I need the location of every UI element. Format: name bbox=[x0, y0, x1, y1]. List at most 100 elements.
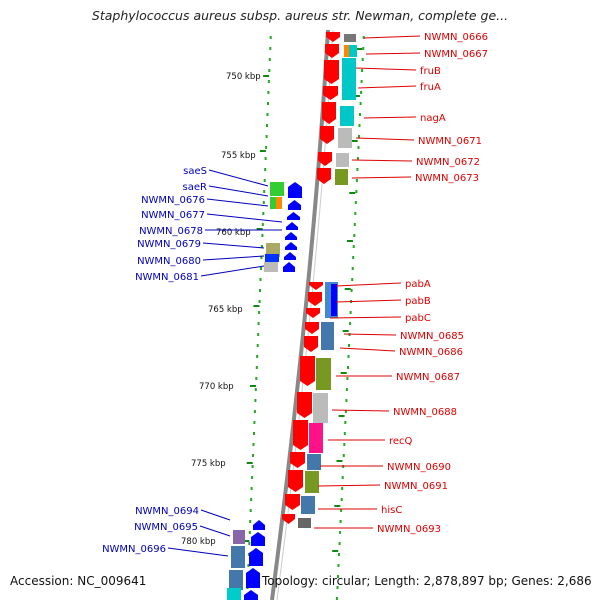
right-label-leader bbox=[329, 316, 402, 319]
ruler-dot-left bbox=[268, 69, 271, 72]
ruler-dot-right bbox=[342, 454, 345, 457]
scale-label: 770 kbp bbox=[199, 382, 234, 392]
ruler-dot-left bbox=[259, 278, 262, 281]
ruler-dot-left bbox=[263, 190, 266, 193]
ruler-dot-right bbox=[344, 410, 347, 413]
ruler-dot-left bbox=[261, 223, 264, 226]
left-gene-label: NWMN_0678 bbox=[139, 226, 203, 237]
right-label-leader bbox=[357, 85, 417, 89]
reverse-gene-arrow bbox=[253, 520, 265, 530]
ruler-dot-left bbox=[261, 234, 264, 237]
right-gene-label: NWMN_0672 bbox=[416, 157, 480, 168]
right-gene-label: NWMN_0693 bbox=[377, 524, 441, 535]
right-label-leader bbox=[335, 282, 402, 287]
left-gene-label: saeR bbox=[183, 182, 207, 193]
ruler-dot-right bbox=[336, 586, 339, 589]
ruler-dot-right bbox=[344, 421, 347, 424]
right-label-leader bbox=[363, 116, 417, 119]
topology-text: Topology: circular; Length: 2,878,897 bp… bbox=[262, 574, 592, 588]
ruler-dot-right bbox=[356, 157, 359, 160]
right-label-leader bbox=[355, 67, 417, 71]
ruler-dot-right bbox=[360, 80, 363, 83]
accession-text: Accession: NC_009641 bbox=[10, 574, 147, 588]
ruler-dot-left bbox=[262, 201, 265, 204]
reverse-gene-feature bbox=[264, 262, 278, 272]
forward-gene-arrow bbox=[318, 152, 332, 166]
ruler-dot-left bbox=[268, 58, 271, 61]
right-gene-label: NWMN_0673 bbox=[415, 173, 479, 184]
reverse-gene-arrow bbox=[285, 242, 297, 250]
ruler-dot-right bbox=[361, 69, 364, 72]
right-label-leader bbox=[339, 347, 396, 352]
right-gene-label: fruA bbox=[420, 82, 441, 93]
ruler-dot-right bbox=[346, 377, 349, 380]
forward-gene-arrow bbox=[305, 322, 319, 334]
scale-label: 775 kbp bbox=[191, 459, 226, 469]
scale-label: 760 kbp bbox=[216, 228, 251, 238]
ruler-dot-left bbox=[253, 421, 256, 424]
reverse-gene-feature bbox=[266, 243, 280, 257]
right-gene-label: NWMN_0686 bbox=[399, 347, 463, 358]
right-label-leader bbox=[335, 299, 402, 303]
genome-backbone bbox=[270, 29, 330, 600]
forward-gene-arrow bbox=[323, 86, 338, 100]
forward-gene-arrow bbox=[326, 32, 340, 42]
ruler-dot-right bbox=[338, 542, 341, 545]
right-label-leader bbox=[365, 52, 421, 55]
right-gene-label: NWMN_0685 bbox=[400, 331, 464, 342]
reverse-gene-feature bbox=[233, 530, 245, 544]
ruler-dot-right bbox=[353, 223, 356, 226]
forward-gene-arrow bbox=[317, 168, 331, 184]
ruler-dot-left bbox=[257, 333, 260, 336]
ruler-dot-left bbox=[267, 80, 270, 83]
forward-gene-arrow bbox=[285, 494, 300, 510]
ruler-dot-right bbox=[355, 179, 358, 182]
right-gene-label: hisC bbox=[381, 505, 402, 516]
reverse-gene-arrow bbox=[288, 200, 301, 210]
ruler-dot-left bbox=[249, 520, 252, 523]
ruler-dot-left bbox=[249, 509, 252, 512]
reverse-gene-arrow bbox=[244, 590, 258, 600]
ruler-dot-left bbox=[259, 289, 261, 292]
right-label-leader bbox=[355, 137, 415, 141]
left-gene-label: NWMN_0681 bbox=[135, 272, 199, 283]
left-gene-label: NWMN_0696 bbox=[102, 544, 166, 555]
ruler-tick-left bbox=[256, 228, 263, 230]
ruler-dot-left bbox=[248, 542, 251, 545]
forward-gene-feature bbox=[336, 153, 349, 167]
ruler-dot-right bbox=[352, 245, 355, 248]
ruler-dot-left bbox=[252, 454, 254, 457]
left-label-leader bbox=[208, 185, 269, 197]
right-gene-label: NWMN_0691 bbox=[384, 481, 448, 492]
forward-gene-arrow bbox=[308, 292, 322, 306]
forward-gene-feature bbox=[331, 284, 337, 316]
ruler-tick-right bbox=[332, 550, 339, 552]
right-gene-label: pabC bbox=[405, 313, 431, 324]
ruler-dot-right bbox=[350, 289, 353, 292]
ruler-tick-right bbox=[342, 330, 349, 332]
left-label-leader bbox=[200, 265, 265, 277]
left-label-leader bbox=[206, 198, 269, 207]
ruler-tick-right bbox=[336, 460, 343, 462]
reverse-gene-arrow bbox=[285, 232, 297, 240]
ruler-dot-left bbox=[266, 124, 268, 127]
ruler-dot-left bbox=[260, 245, 263, 248]
ruler-dot-left bbox=[251, 476, 254, 479]
ruler-tick-right bbox=[349, 192, 356, 194]
scale-label: 755 kbp bbox=[221, 151, 256, 161]
ruler-dot-left bbox=[257, 322, 260, 325]
left-gene-label: NWMN_0677 bbox=[141, 210, 205, 221]
ruler-dot-left bbox=[262, 212, 265, 215]
ruler-dot-left bbox=[256, 344, 259, 347]
reverse-gene-arrow bbox=[283, 262, 295, 272]
right-label-leader bbox=[331, 409, 390, 412]
ruler-dot-right bbox=[343, 432, 346, 435]
ruler-dot-left bbox=[266, 113, 269, 116]
right-label-leader bbox=[343, 333, 397, 336]
ruler-dot-right bbox=[362, 47, 365, 50]
right-gene-label: NWMN_0687 bbox=[396, 372, 460, 383]
ruler-dot-left bbox=[253, 432, 255, 435]
ruler-dot-right bbox=[359, 102, 362, 105]
